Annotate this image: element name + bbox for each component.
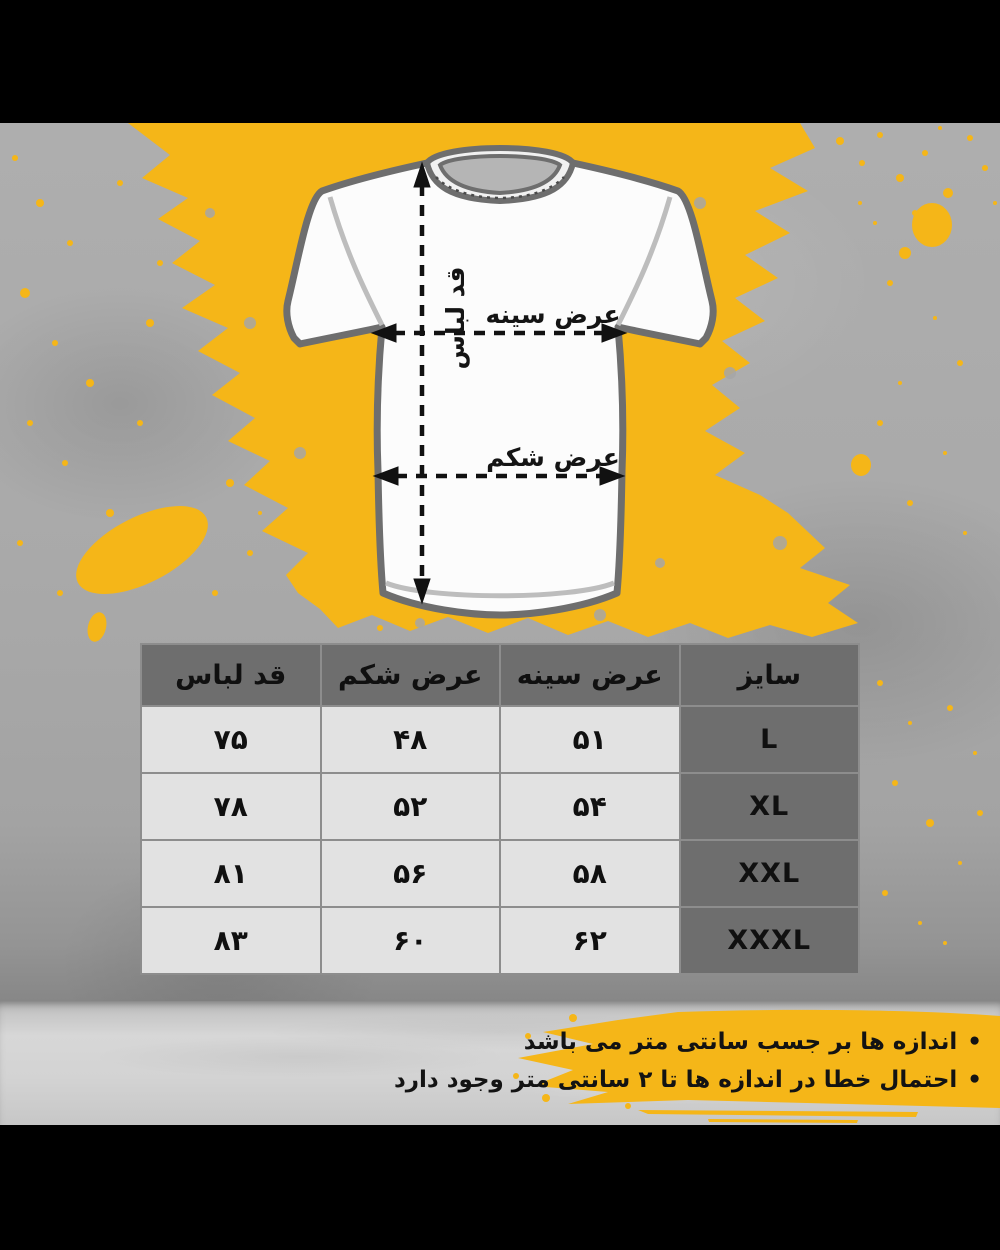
- chest-value: ۵۱: [499, 705, 681, 774]
- table-header-size: سایز: [678, 643, 860, 707]
- belly-label: عرض شکم: [486, 443, 620, 472]
- bullet-icon: •: [967, 1029, 982, 1055]
- chest-value: ۶۲: [499, 906, 681, 975]
- belly-value: ۵۶: [319, 839, 501, 908]
- tshirt-illustration: [283, 145, 717, 619]
- table-row: XL ۵۴ ۵۲ ۷۸: [140, 772, 860, 841]
- size-value: XXXL: [678, 906, 860, 975]
- length-label: قد لباس: [441, 266, 470, 370]
- chest-arrow: [370, 323, 628, 343]
- note-line-1: • اندازه ها بر جسب سانتی متر می باشد: [422, 1023, 982, 1061]
- bullet-icon: •: [967, 1067, 982, 1093]
- note-text: اندازه ها بر جسب سانتی متر می باشد: [523, 1029, 958, 1055]
- size-table: سایز عرض سینه عرض شکم قد لباس L ۵۱ ۴۸ ۷۵…: [140, 643, 860, 975]
- notes-highlight-brush: [513, 1009, 1000, 1123]
- belly-arrow: [372, 466, 626, 486]
- table-header-row: سایز عرض سینه عرض شکم قد لباس: [140, 643, 860, 707]
- note-line-2: • احتمال خطا در اندازه ها تا ۲ سانتی متر …: [394, 1061, 982, 1099]
- table-header-length: قد لباس: [140, 643, 322, 707]
- note-text: احتمال خطا در اندازه ها تا ۲ سانتی متر و…: [393, 1067, 958, 1093]
- table-row: XXL ۵۸ ۵۶ ۸۱: [140, 839, 860, 908]
- tshirt-body: [283, 159, 717, 619]
- length-value: ۷۵: [140, 705, 322, 774]
- size-value: XXL: [678, 839, 860, 908]
- belly-value: ۶۰: [319, 906, 501, 975]
- length-value: ۸۱: [140, 839, 322, 908]
- table-header-belly: عرض شکم: [319, 643, 501, 707]
- letterbox-bottom: [0, 1125, 1000, 1250]
- chest-value: ۵۸: [499, 839, 681, 908]
- table-row: L ۵۱ ۴۸ ۷۵: [140, 705, 860, 774]
- chest-value: ۵۴: [499, 772, 681, 841]
- collar-opening: [437, 154, 563, 196]
- size-value: XL: [678, 772, 860, 841]
- belly-value: ۵۲: [319, 772, 501, 841]
- length-value: ۸۳: [140, 906, 322, 975]
- table-header-chest: عرض سینه: [499, 643, 681, 707]
- length-arrow: [413, 161, 431, 605]
- size-value: L: [678, 705, 860, 774]
- chest-label: عرض سینه: [485, 300, 621, 329]
- table-row: XXXL ۶۲ ۶۰ ۸۳: [140, 906, 860, 975]
- poster-stage: قد لباس عرض سینه عرض شکم سایز عرض سینه ع…: [0, 123, 1000, 1125]
- letterbox-top: [0, 0, 1000, 123]
- belly-value: ۴۸: [319, 705, 501, 774]
- length-value: ۷۸: [140, 772, 322, 841]
